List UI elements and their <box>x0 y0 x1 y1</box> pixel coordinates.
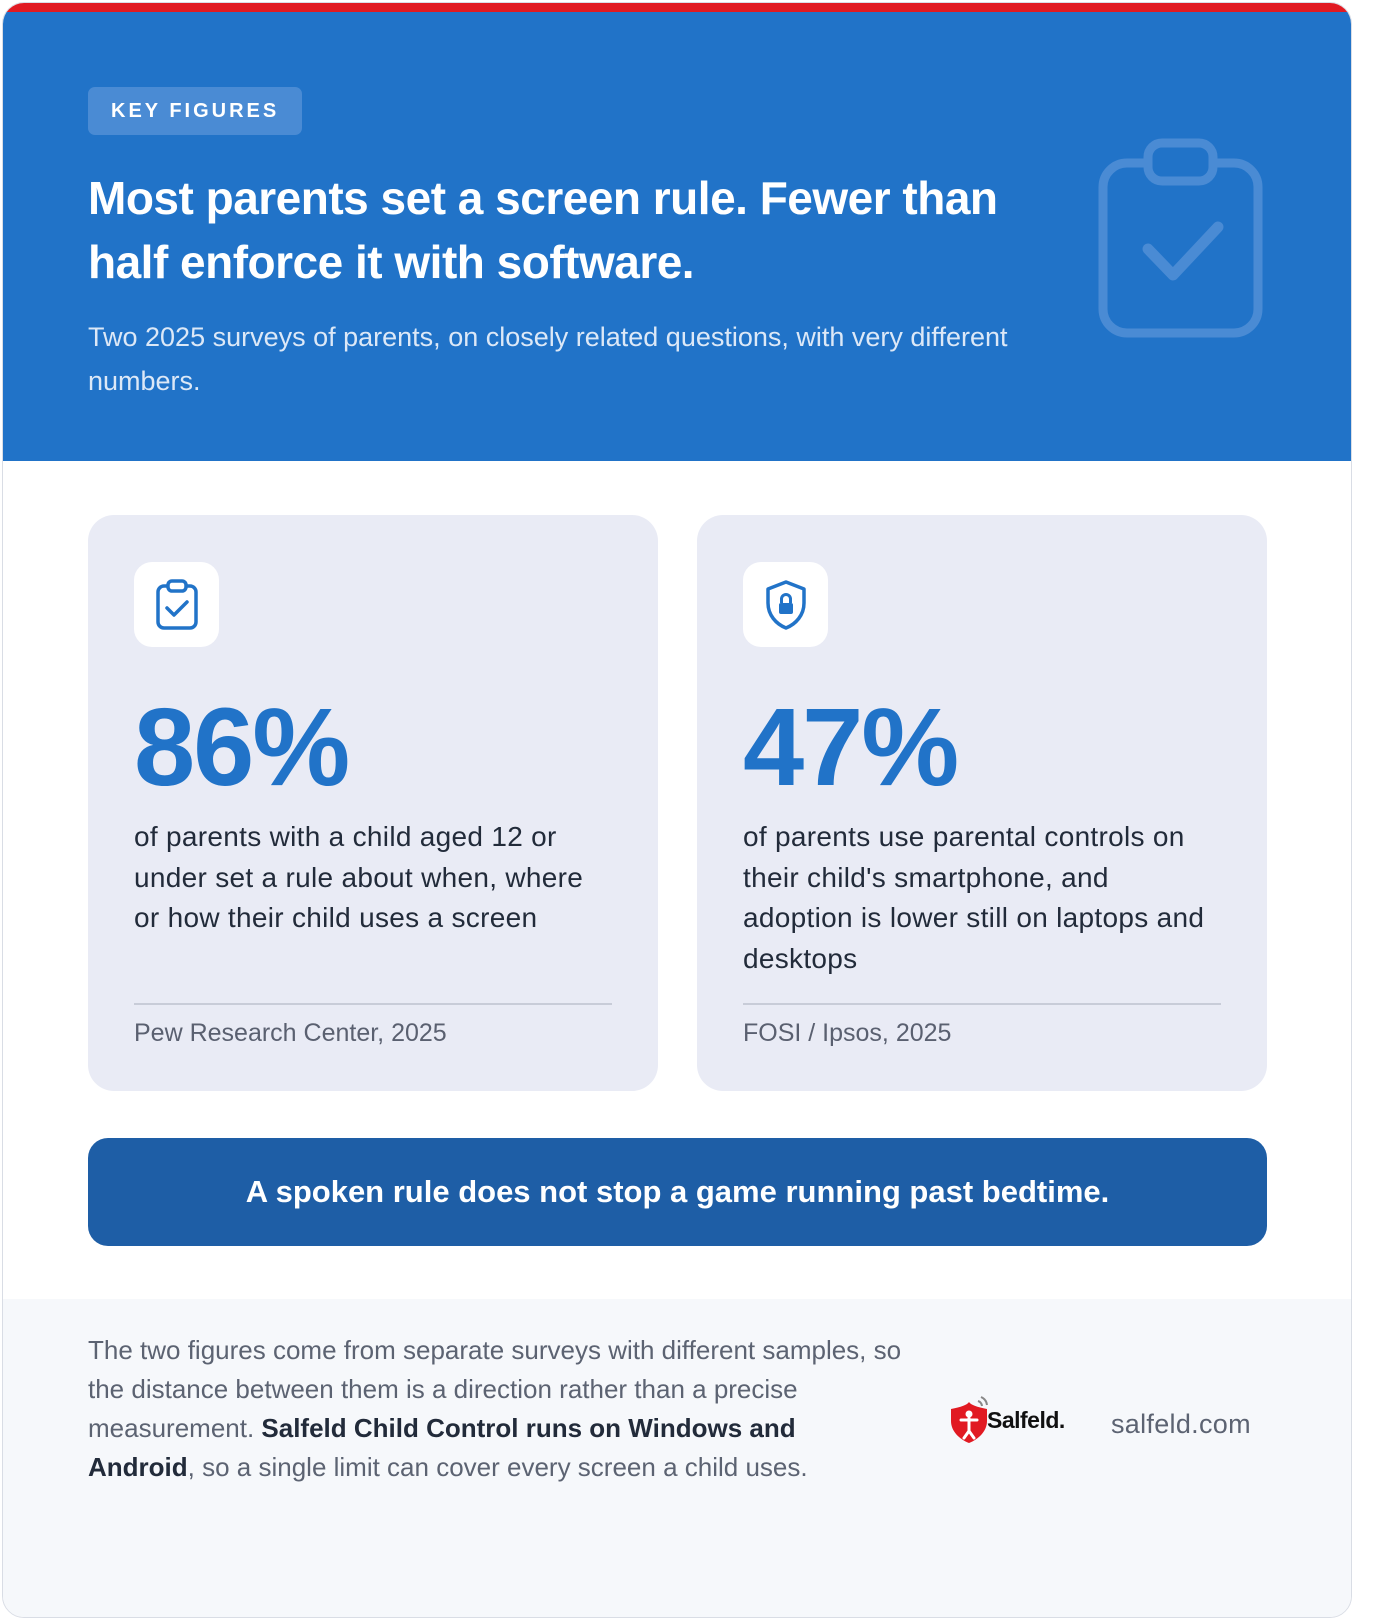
stat-description: of parents with a child aged 12 or under… <box>134 821 584 933</box>
brand-name: Salfeld. <box>987 1407 1065 1433</box>
callout-banner: A spoken rule does not stop a game runni… <box>88 1138 1267 1246</box>
accent-top-bar <box>3 3 1351 12</box>
clipboard-check-icon <box>155 578 198 630</box>
stat-source: Pew Research Center, 2025 <box>134 1019 447 1047</box>
salfeld-logo: Salfeld. <box>947 1393 1082 1447</box>
shield-logo-icon <box>951 1396 988 1443</box>
stat-value: 86% <box>134 686 350 809</box>
hero-section: KEY FIGURES Most parents set a screen ru… <box>3 12 1351 461</box>
footer-note-text-end: , so a single limit can cover every scre… <box>187 1452 808 1482</box>
stat-source: FOSI / Ipsos, 2025 <box>743 1019 952 1047</box>
page-subtitle: Two 2025 surveys of parents, on closely … <box>88 322 1008 396</box>
footer-note-highlight: Salfeld Child Control runs on Windows an… <box>88 1413 796 1482</box>
section-label: KEY FIGURES <box>88 87 303 135</box>
infographic-card: KEY FIGURES Most parents set a screen ru… <box>2 2 1352 1618</box>
stat-icon-tile <box>743 562 828 647</box>
stat-icon-tile <box>134 562 219 647</box>
stat-description: of parents use parental controls on thei… <box>743 821 1205 974</box>
stat-card-fosi: 47% of parents use parental controls on … <box>697 515 1267 1091</box>
divider <box>134 1003 612 1005</box>
stat-card-pew: 86% of parents with a child aged 12 or u… <box>88 515 658 1091</box>
footer-note-text: The two figures come from separate surve… <box>88 1335 902 1443</box>
stat-value: 47% <box>743 686 959 809</box>
footer: The two figures come from separate surve… <box>3 1299 1351 1617</box>
shield-lock-icon <box>765 579 806 630</box>
page-title: Most parents set a screen rule. Fewer th… <box>88 172 998 288</box>
divider <box>743 1003 1221 1005</box>
footer-note: The two figures come from separate surve… <box>88 1331 908 1487</box>
website-link[interactable]: salfeld.com <box>1111 1409 1251 1439</box>
clipboard-check-icon <box>1098 138 1263 338</box>
